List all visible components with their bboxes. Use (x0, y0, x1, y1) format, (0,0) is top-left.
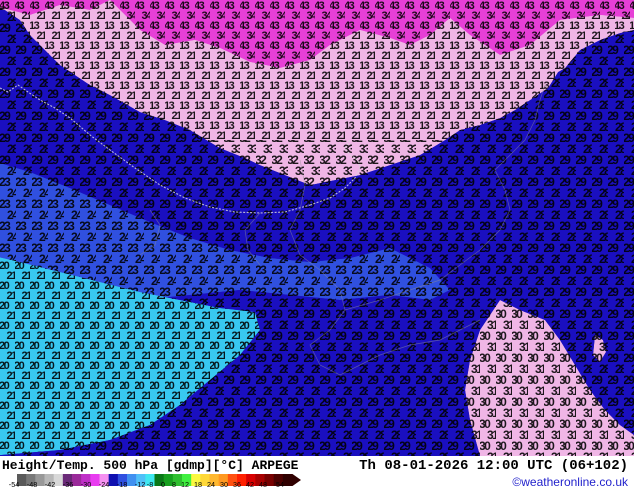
svg-text:8: 8 (172, 480, 176, 489)
svg-text:48: 48 (259, 480, 267, 489)
svg-text:0: 0 (161, 480, 165, 489)
svg-text:-12: -12 (135, 480, 145, 489)
svg-text:12: 12 (181, 480, 189, 489)
svg-text:18: 18 (194, 480, 202, 489)
svg-text:-8: -8 (147, 480, 153, 489)
svg-text:42: 42 (246, 480, 254, 489)
svg-text:-30: -30 (81, 480, 91, 489)
svg-text:36: 36 (233, 480, 241, 489)
svg-text:-36: -36 (63, 480, 73, 489)
svg-text:-42: -42 (45, 480, 55, 489)
svg-text:30: 30 (220, 480, 228, 489)
svg-text:-24: -24 (99, 480, 109, 489)
svg-text:-48: -48 (27, 480, 37, 489)
svg-text:24: 24 (207, 480, 215, 489)
svg-text:54: 54 (276, 480, 284, 489)
svg-text:-54: -54 (9, 480, 19, 489)
svg-text:-18: -18 (117, 480, 127, 489)
